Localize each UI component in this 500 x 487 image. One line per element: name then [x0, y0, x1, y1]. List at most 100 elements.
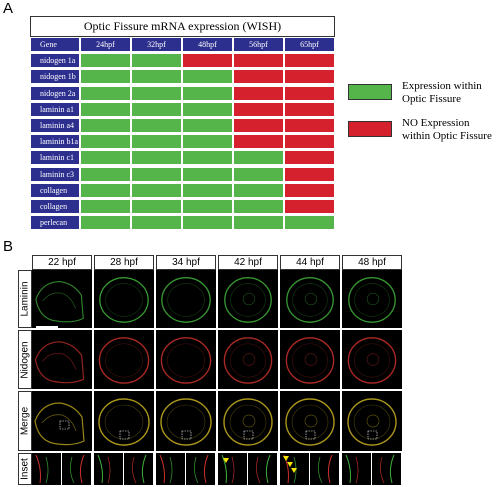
inset-micrograph: [97, 454, 111, 484]
inset-tile: [156, 453, 185, 485]
timepoint-header: 44 hpf: [280, 255, 340, 270]
expression-cell-absent: [284, 85, 335, 101]
expression-cell-present: [80, 69, 131, 85]
expression-cell-present: [182, 150, 233, 166]
inset-tile: [124, 453, 153, 485]
expression-cell-present: [80, 134, 131, 150]
table-row: nidogen 1b: [30, 69, 335, 85]
eye-micrograph: [157, 270, 215, 328]
table-title: Optic Fissure mRNA expression (WISH): [30, 16, 335, 37]
expression-cell-present: [131, 199, 182, 214]
timepoint-header: 34 hpf: [156, 255, 216, 270]
arrowhead-icon: [283, 456, 289, 461]
expression-cell-present: [80, 85, 131, 101]
eye-micrograph: [156, 330, 216, 389]
expression-cell-absent: [233, 134, 284, 150]
inset-tile: [94, 453, 123, 485]
expression-cell-present: [233, 215, 284, 231]
eye-micrograph: [156, 391, 216, 451]
expression-cell-present: [131, 134, 182, 150]
micrograph-tile: [280, 330, 340, 389]
expression-cell-present: [284, 215, 335, 231]
table-row: nidogen 1a: [30, 53, 335, 69]
micrograph-tile: [94, 330, 154, 389]
eye-micrograph: [342, 330, 402, 389]
expression-cell-present: [80, 199, 131, 214]
eye-micrograph: [32, 391, 92, 451]
eye-micrograph: [95, 270, 153, 328]
micrograph-tile: [280, 391, 340, 451]
timepoint-header: 22 hpf: [32, 255, 92, 270]
expression-cell-absent: [284, 199, 335, 214]
legend-label: NO Expression: [402, 117, 470, 129]
expression-cell-present: [182, 182, 233, 198]
stain-row-label-text: Laminin: [19, 281, 31, 317]
micrograph-tile: [342, 330, 402, 389]
inset-micrograph: [221, 454, 235, 484]
gene-label: laminin a4: [30, 118, 80, 133]
table-row: laminin c3: [30, 166, 335, 183]
expression-cell-present: [131, 101, 182, 117]
table-header-row: Gene 24hpf 32hpf 48hpf 56hpf 65hpf: [30, 37, 335, 53]
expression-cell-present: [182, 85, 233, 101]
micrograph-tile: [94, 391, 154, 451]
micrograph-tile: [32, 330, 92, 389]
eye-micrograph: [33, 270, 91, 328]
eye-micrograph: [94, 391, 154, 451]
micrograph-tile: [342, 270, 402, 328]
legend-swatch: [348, 84, 392, 100]
timepoint-header: 48 hpf: [342, 255, 402, 270]
expression-cell-absent: [233, 85, 284, 101]
expression-cell-absent: [233, 101, 284, 117]
expression-cell-present: [131, 215, 182, 231]
header-cell: 32hpf: [131, 37, 182, 52]
eye-micrograph: [280, 330, 340, 389]
eye-micrograph: [94, 330, 154, 389]
gene-label: collagen 4a2: [30, 199, 80, 225]
expression-cell-absent: [182, 53, 233, 69]
micrograph-tile: [156, 330, 216, 389]
micrograph-tile: [94, 270, 154, 328]
inset-tile: [280, 453, 309, 485]
inset-tile: [310, 453, 339, 485]
expression-cell-absent: [284, 134, 335, 150]
arrowhead-icon: [291, 468, 297, 473]
stain-row-label-text: Merge: [19, 406, 31, 436]
expression-cell-present: [182, 69, 233, 85]
micrograph-tile: [156, 270, 216, 328]
expression-cell-present: [80, 182, 131, 198]
eye-micrograph: [219, 270, 277, 328]
legend-label: Optic Fissure: [402, 93, 461, 105]
expression-cell-present: [182, 101, 233, 117]
inset-tile: [62, 453, 91, 485]
table-row: laminin c1: [30, 150, 335, 166]
stain-row-label: Nidogen: [18, 330, 32, 389]
expression-cell-present: [80, 118, 131, 133]
expression-cell-present: [80, 53, 131, 69]
gene-label: collagen 4a1: [30, 182, 80, 209]
expression-cell-absent: [233, 118, 284, 133]
inset-tile: [342, 453, 371, 485]
stain-row-label: Merge: [18, 391, 32, 451]
expression-cell-present: [131, 166, 182, 182]
expression-cell-absent: [284, 118, 335, 133]
expression-cell-present: [182, 199, 233, 214]
arrowhead-icon: [223, 458, 229, 463]
expression-cell-absent: [284, 53, 335, 69]
micrograph-tile: [280, 270, 340, 328]
inset-tile: [218, 453, 247, 485]
expression-cell-present: [233, 166, 284, 182]
gene-label: nidogen 2a: [30, 85, 80, 101]
timepoint-header: 42 hpf: [218, 255, 278, 270]
legend-label: within Optic Fissure: [402, 130, 492, 142]
expression-cell-present: [131, 182, 182, 198]
expression-cell-present: [131, 85, 182, 101]
expression-cell-present: [80, 215, 131, 231]
panel-label-b: B: [3, 238, 14, 255]
inset-micrograph: [194, 454, 209, 484]
expression-cell-present: [80, 101, 131, 117]
expression-cell-present: [131, 53, 182, 69]
expression-cell-absent: [284, 101, 335, 117]
micrograph-tile: [218, 391, 278, 451]
eye-micrograph: [342, 391, 402, 451]
